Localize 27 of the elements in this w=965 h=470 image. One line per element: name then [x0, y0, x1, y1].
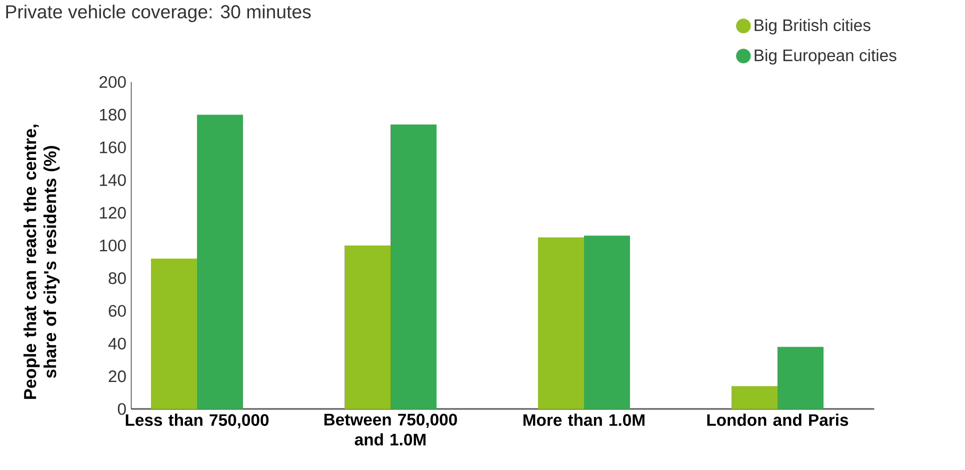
x-tick-label: More than 1.0M	[524, 414, 644, 426]
x-tick-label: London and Paris	[707, 414, 848, 426]
y-axis-title: People that can reach the centre, share of city's residents (%)	[23, 124, 60, 399]
chart-title: Private vehicle coverage: 30 minutes	[6, 4, 311, 22]
bar	[777, 346, 824, 409]
y-tick-label: 140	[100, 174, 126, 186]
y-tick-label: 100	[100, 240, 126, 252]
y-tick-label: 80	[108, 272, 126, 284]
legend-label: Big European cities	[754, 48, 896, 65]
y-tick-label: 120	[100, 206, 126, 219]
y-tick-label: 0	[118, 403, 126, 415]
bar	[538, 237, 584, 409]
bar	[731, 386, 778, 409]
bar	[390, 124, 436, 409]
y-tick-label: 160	[100, 142, 126, 154]
legend-label: Big British cities	[754, 18, 870, 34]
bar	[197, 114, 244, 409]
bar	[344, 245, 390, 409]
y-tick-label: 200	[100, 76, 126, 88]
bar	[151, 258, 198, 409]
y-tick-label: 20	[108, 370, 126, 382]
x-tick-label: Between 750,000 and 1.0M	[324, 414, 457, 446]
y-tick-label: 60	[108, 305, 126, 317]
x-tick-label: Less than 750,000	[126, 414, 269, 428]
bar	[584, 236, 630, 409]
y-tick-label: 40	[108, 338, 126, 350]
y-tick-label: 180	[100, 108, 126, 121]
